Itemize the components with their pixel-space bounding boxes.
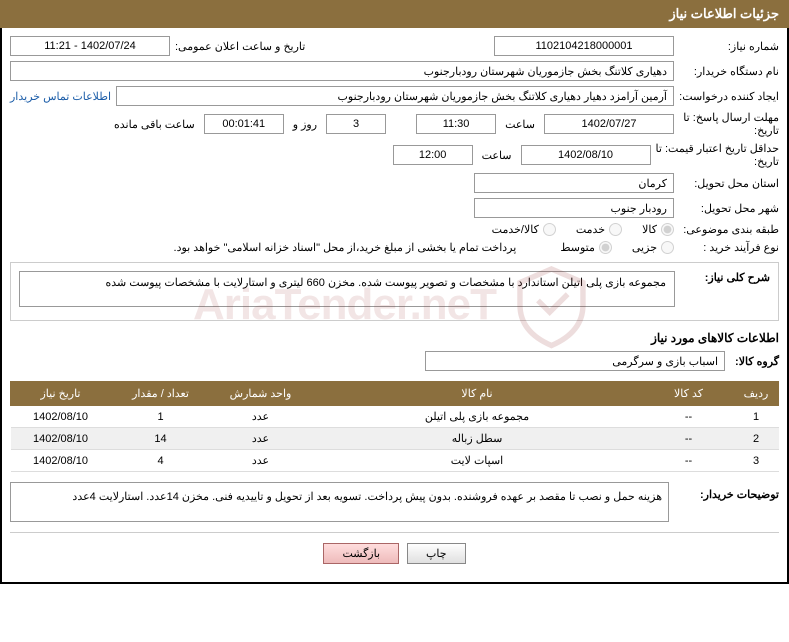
- table-cell: سطل زباله: [311, 428, 644, 450]
- province-field: کرمان: [474, 173, 674, 193]
- days-text: روز و: [289, 118, 321, 131]
- radio-service[interactable]: خدمت: [576, 223, 622, 236]
- table-cell: اسپات لایت: [311, 450, 644, 472]
- overall-desc-box: مجموعه بازی پلی اتیلن استاندارد با مشخصا…: [19, 271, 675, 307]
- table-cell: 2: [734, 428, 779, 450]
- buyer-notes-box: هزینه حمل و نصب تا مقصد بر عهده فروشنده.…: [10, 482, 669, 522]
- city-field: رودبار جنوب: [474, 198, 674, 218]
- th-code: کد کالا: [644, 382, 734, 406]
- need-number-field: 1102104218000001: [494, 36, 674, 56]
- radio-goods-service[interactable]: کالا/خدمت: [492, 223, 556, 236]
- radio-minor[interactable]: جزیی: [632, 241, 674, 254]
- main-panel: شماره نیاز: 1102104218000001 تاریخ و ساع…: [0, 28, 789, 584]
- th-qty: تعداد / مقدار: [111, 382, 211, 406]
- table-cell: مجموعه بازی پلی اتیلن: [311, 406, 644, 428]
- table-cell: --: [644, 450, 734, 472]
- group-field: اسباب بازی و سرگرمی: [425, 351, 725, 371]
- table-cell: --: [644, 406, 734, 428]
- radio-goods[interactable]: کالا: [642, 223, 674, 236]
- requester-field: آرمین آرامزد دهیار دهیاری کلاتنگ بخش جاز…: [116, 86, 674, 106]
- min-validity-label: حداقل تاریخ اعتبار قیمت: تا تاریخ:: [656, 142, 779, 168]
- panel-header: جزئیات اطلاعات نیاز: [0, 0, 789, 28]
- items-table: ردیف کد کالا نام کالا واحد شمارش تعداد /…: [10, 381, 779, 472]
- overall-desc-label: شرح کلی نیاز:: [680, 271, 770, 284]
- table-cell: --: [644, 428, 734, 450]
- category-label: طبقه بندی موضوعی:: [679, 223, 779, 236]
- table-cell: 1: [111, 406, 211, 428]
- deadline-send-label: مهلت ارسال پاسخ: تا تاریخ:: [679, 111, 779, 137]
- table-cell: 3: [734, 450, 779, 472]
- table-cell: عدد: [211, 428, 311, 450]
- table-cell: عدد: [211, 450, 311, 472]
- time-label-1: ساعت: [501, 118, 539, 131]
- items-section-title: اطلاعات کالاهای مورد نیاز: [10, 331, 779, 345]
- table-cell: 1402/08/10: [11, 428, 111, 450]
- need-number-label: شماره نیاز:: [679, 40, 779, 53]
- table-cell: 1402/08/10: [11, 406, 111, 428]
- table-cell: 1: [734, 406, 779, 428]
- contact-link[interactable]: اطلاعات تماس خریدار: [10, 90, 111, 103]
- city-label: شهر محل تحویل:: [679, 202, 779, 215]
- table-row: 1--مجموعه بازی پلی اتیلنعدد11402/08/10: [11, 406, 779, 428]
- th-date: تاریخ نیاز: [11, 382, 111, 406]
- purchase-type-label: نوع فرآیند خرید :: [679, 241, 779, 254]
- remaining-text: ساعت باقی مانده: [110, 118, 199, 131]
- th-unit: واحد شمارش: [211, 382, 311, 406]
- requester-label: ایجاد کننده درخواست:: [679, 90, 779, 103]
- province-label: استان محل تحویل:: [679, 177, 779, 190]
- purchase-note: پرداخت تمام یا بخشی از مبلغ خرید،از محل …: [170, 241, 521, 254]
- th-row: ردیف: [734, 382, 779, 406]
- group-label: گروه کالا:: [735, 355, 779, 368]
- table-cell: 4: [111, 450, 211, 472]
- announce-date-field: 1402/07/24 - 11:21: [10, 36, 170, 56]
- buyer-org-field: دهیاری کلاتنگ بخش جازموریان شهرستان رودب…: [10, 61, 674, 81]
- time-label-2: ساعت: [478, 149, 516, 162]
- time-remaining-field: 00:01:41: [204, 114, 284, 134]
- print-button[interactable]: چاپ: [407, 543, 466, 564]
- back-button[interactable]: بازگشت: [323, 543, 399, 564]
- deadline-date-field: 1402/07/27: [544, 114, 674, 134]
- table-row: 2--سطل زبالهعدد141402/08/10: [11, 428, 779, 450]
- table-cell: 14: [111, 428, 211, 450]
- days-remaining-field: 3: [326, 114, 386, 134]
- th-name: نام کالا: [311, 382, 644, 406]
- min-validity-time-field: 12:00: [393, 145, 473, 165]
- radio-medium[interactable]: متوسط: [560, 241, 612, 254]
- buyer-notes-label: توضیحات خریدار:: [679, 482, 779, 501]
- announce-date-label: تاریخ و ساعت اعلان عمومی:: [175, 40, 305, 53]
- table-cell: 1402/08/10: [11, 450, 111, 472]
- min-validity-date-field: 1402/08/10: [521, 145, 651, 165]
- table-row: 3--اسپات لایتعدد41402/08/10: [11, 450, 779, 472]
- buyer-org-label: نام دستگاه خریدار:: [679, 65, 779, 78]
- table-cell: عدد: [211, 406, 311, 428]
- deadline-time-field: 11:30: [416, 114, 496, 134]
